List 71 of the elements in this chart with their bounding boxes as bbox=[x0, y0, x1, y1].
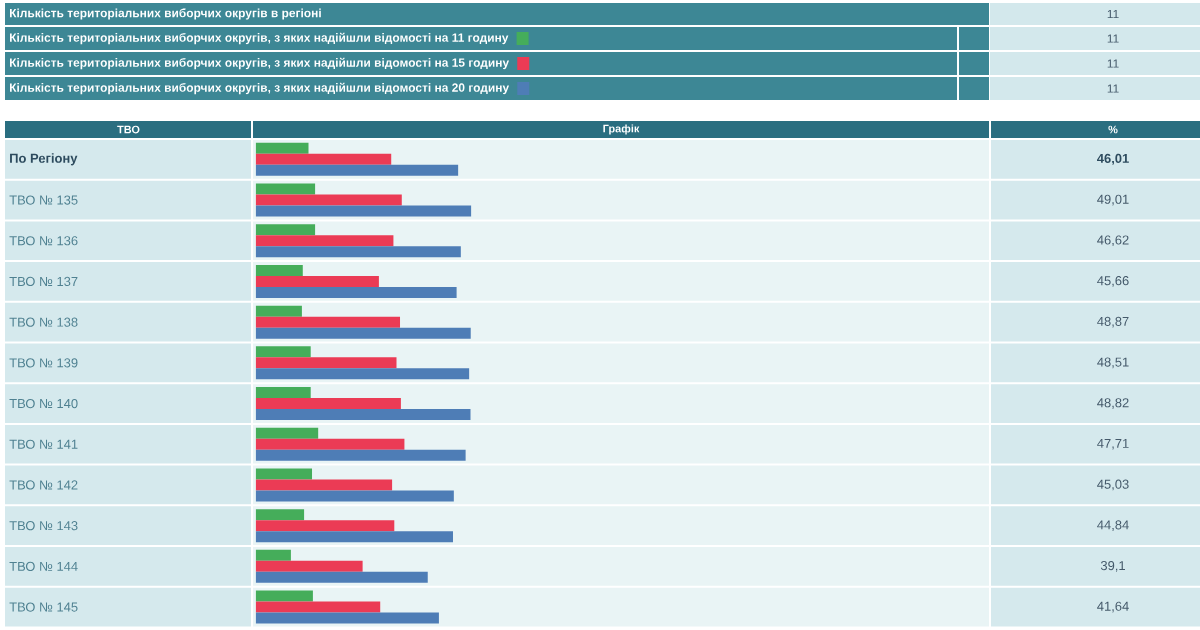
legend-label: Кількість територіальних виборчих округів, з яких надійшли відомості на 15 годину bbox=[10, 57, 510, 70]
bar bbox=[255, 612, 439, 624]
bar bbox=[255, 224, 316, 236]
data-label: 49,01 bbox=[1097, 194, 1129, 206]
data-label: 47,71 bbox=[1097, 438, 1129, 450]
bar bbox=[255, 449, 466, 461]
data-label: 46,01 bbox=[1097, 153, 1129, 165]
bar bbox=[255, 368, 470, 380]
legend-label: Кількість територіальних виборчих округів, з яких надійшли відомості на 20 годину bbox=[10, 82, 510, 95]
bar bbox=[255, 601, 381, 613]
bar bbox=[255, 316, 401, 328]
bar bbox=[255, 387, 311, 399]
y-tick-label: ТВО № 136 bbox=[9, 236, 78, 246]
bar bbox=[255, 490, 454, 502]
data-label: 48,87 bbox=[1097, 316, 1129, 328]
text: 11 bbox=[1107, 84, 1119, 93]
y-tick-label: ТВО № 140 bbox=[9, 398, 78, 409]
bar bbox=[255, 153, 392, 165]
data-label: 45,03 bbox=[1097, 479, 1129, 491]
bar bbox=[255, 183, 316, 195]
y-tick-label: ТВО № 137 bbox=[9, 276, 78, 287]
bar bbox=[255, 520, 395, 532]
bar bbox=[255, 398, 401, 410]
bar bbox=[255, 327, 471, 339]
text: % bbox=[1108, 125, 1118, 134]
data-label: 45,66 bbox=[1097, 276, 1129, 287]
bar bbox=[255, 286, 457, 298]
y-tick-label: ТВО № 135 bbox=[9, 195, 78, 205]
y-tick-label: ТВО № 139 bbox=[9, 358, 78, 368]
y-tick-label: ТВО № 142 bbox=[9, 480, 78, 490]
bar bbox=[255, 264, 303, 276]
bar bbox=[255, 409, 471, 421]
text: Графік bbox=[603, 124, 640, 135]
bar bbox=[255, 438, 405, 450]
y-tick-label: ТВО № 138 bbox=[9, 317, 78, 327]
bar bbox=[255, 560, 363, 572]
y-tick-label: ТВО № 145 bbox=[9, 602, 78, 612]
bar bbox=[255, 479, 393, 491]
bar bbox=[255, 305, 302, 317]
text: Кількість територіальних виборчих округів в регіоні bbox=[10, 8, 321, 20]
bar bbox=[255, 357, 397, 369]
bar bbox=[255, 346, 311, 358]
bar bbox=[255, 509, 305, 521]
data-label: 46,62 bbox=[1097, 235, 1129, 247]
data-label: 48,51 bbox=[1097, 357, 1129, 369]
bar bbox=[255, 246, 461, 258]
text: 11 bbox=[1107, 59, 1119, 68]
bar bbox=[255, 468, 313, 480]
bar bbox=[255, 590, 313, 602]
bar bbox=[255, 205, 472, 217]
bar bbox=[255, 571, 428, 583]
bar bbox=[255, 142, 309, 154]
data-label: 44,84 bbox=[1097, 520, 1129, 531]
bar bbox=[255, 275, 379, 287]
bar bbox=[255, 235, 394, 247]
y-tick-label: ТВО № 143 bbox=[9, 521, 78, 531]
data-label: 48,82 bbox=[1097, 398, 1129, 409]
data-label: 39,1 bbox=[1100, 561, 1125, 572]
data-label: 41,64 bbox=[1097, 601, 1129, 613]
bar bbox=[255, 531, 453, 543]
bar bbox=[255, 194, 402, 206]
y-axis-title: ТВО bbox=[117, 125, 140, 134]
y-tick-label: ТВО № 144 bbox=[9, 561, 78, 571]
y-tick-label: По Регіону bbox=[10, 153, 78, 166]
bar bbox=[255, 549, 291, 561]
bar bbox=[255, 164, 459, 176]
text: 11 bbox=[1107, 9, 1119, 19]
y-tick-label: ТВО № 141 bbox=[9, 439, 78, 449]
text: 11 bbox=[1107, 34, 1119, 43]
bar bbox=[255, 427, 319, 439]
legend-label: Кількість територіальних виборчих округів, з яких надійшли відомості на 11 годину bbox=[10, 32, 509, 45]
